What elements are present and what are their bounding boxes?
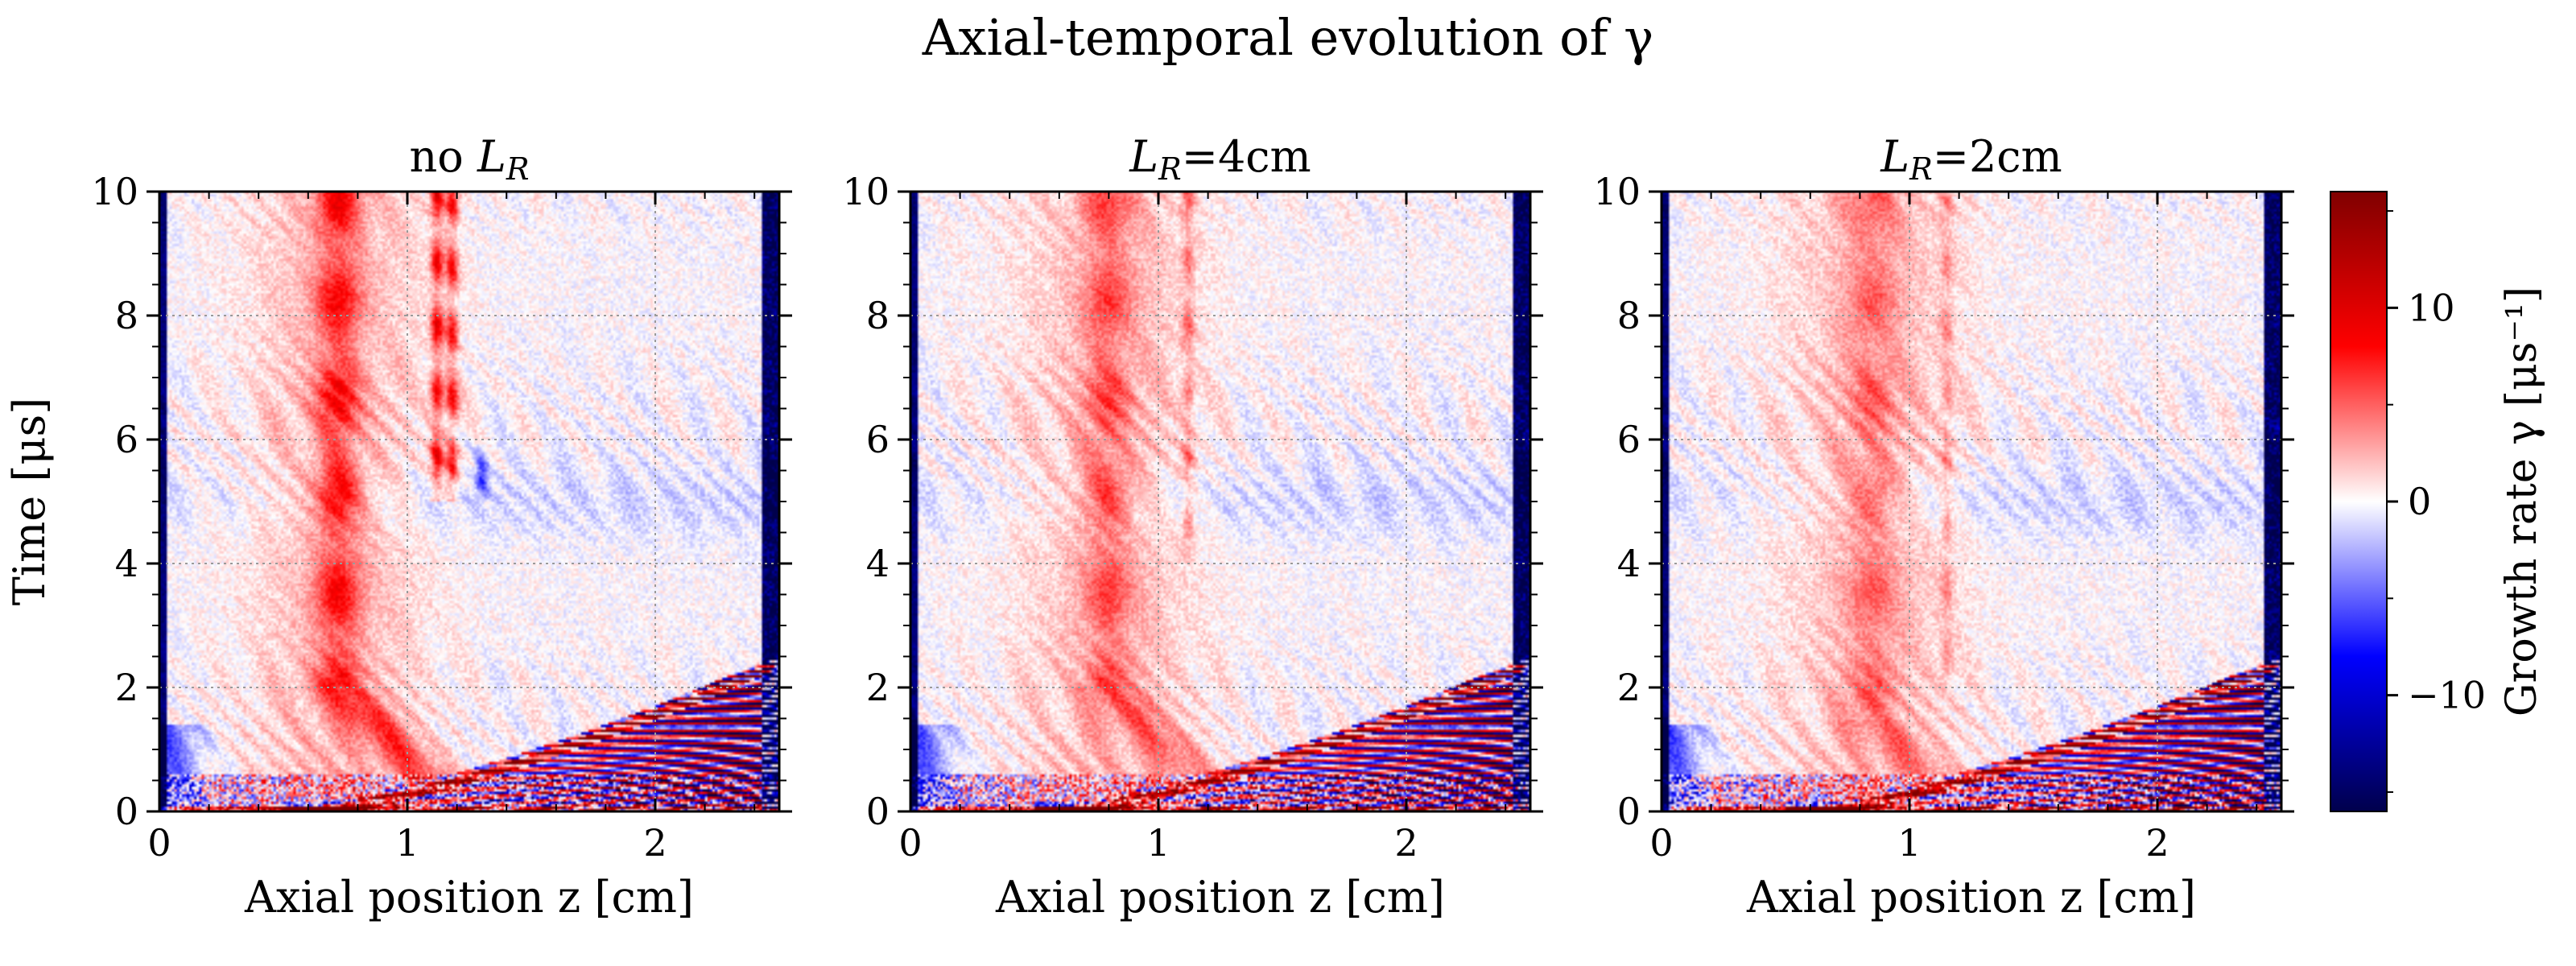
x-axis-label: Axial position z [cm]: [995, 872, 1445, 923]
panel-title: LR=4cm: [1129, 131, 1311, 187]
panel-1: 0 1 2 0 2 4 6 8 10 no LR Axial position z [cm] Time…: [4, 131, 792, 923]
colorbar-gradient: [2330, 191, 2388, 812]
x-tick-label: 0: [898, 821, 922, 865]
x-tick-label: 2: [643, 821, 667, 865]
y-tick-label: 2: [115, 666, 138, 709]
y-tick-label: 10: [842, 170, 890, 213]
x-tick-label: 0: [1649, 821, 1673, 865]
heatmap-image: [1662, 192, 2281, 811]
y-tick-label: 0: [866, 790, 890, 833]
x-tick-label: 1: [1146, 821, 1170, 865]
y-tick-label: 8: [1617, 294, 1641, 337]
y-tick-label: 0: [115, 790, 138, 833]
y-tick-label: 10: [91, 170, 138, 213]
x-tick-label: 1: [1897, 821, 1921, 865]
x-tick-label: 2: [2145, 821, 2169, 865]
x-tick-label: 0: [147, 821, 171, 865]
y-tick-label: 8: [866, 294, 890, 337]
x-axis-label: Axial position z [cm]: [1746, 872, 2196, 923]
x-tick-label: 1: [395, 821, 419, 865]
y-tick-label: 6: [1617, 418, 1641, 461]
y-tick-label: 6: [115, 418, 138, 461]
panel-2: 0 1 2 0 2 4 6 8 10 LR=4cm Axial position z [cm]: [842, 131, 1543, 923]
colorbar-label: Growth rate γ [μs⁻¹]: [2498, 287, 2546, 716]
y-tick-label: 2: [1617, 666, 1641, 709]
heatmap-image: [910, 192, 1530, 811]
colorbar-ticks: −10 0 10: [2387, 210, 2486, 793]
colorbar-tick-label: −10: [2408, 674, 2486, 717]
panel-title: no LR: [410, 131, 530, 187]
colorbar-tick-label: 0: [2408, 480, 2431, 523]
colorbar-tick-label: 10: [2408, 286, 2455, 329]
y-tick-label: 8: [115, 294, 138, 337]
x-tick-label: 2: [1394, 821, 1418, 865]
y-tick-label: 6: [866, 418, 890, 461]
y-axis-label: Time [μs]: [4, 398, 55, 606]
panel-3: 0 1 2 0 2 4 6 8 10 LR=2cm Axial position z [cm]: [1593, 131, 2294, 923]
colorbar: −10 0 10 Growth rate γ [μs⁻¹]: [2330, 191, 2546, 812]
y-tick-label: 4: [115, 542, 138, 585]
y-tick-label: 10: [1593, 170, 1641, 213]
figure-title: Axial-temporal evolution of γ: [922, 8, 1653, 67]
x-axis-label: Axial position z [cm]: [244, 872, 694, 923]
y-tick-label: 2: [866, 666, 890, 709]
y-tick-label: 0: [1617, 790, 1641, 833]
y-tick-label: 4: [1617, 542, 1641, 585]
y-tick-label: 4: [866, 542, 890, 585]
heatmap-image: [159, 192, 779, 811]
panel-title: LR=2cm: [1880, 131, 2062, 187]
